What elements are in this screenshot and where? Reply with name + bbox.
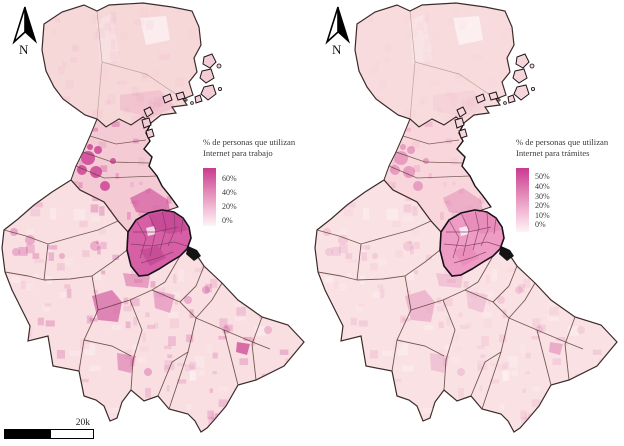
legend-trabajo: % de personas que utilizan Internet para… [203, 137, 309, 227]
legend-gradient-bar [516, 168, 529, 233]
legend-label: 0% [222, 216, 233, 226]
legend-label: 30% [535, 191, 550, 201]
caba-texture [130, 210, 188, 266]
delta-island [488, 91, 499, 101]
scale-bar: 20k [4, 418, 94, 439]
map-svg-trabajo [1, 2, 305, 433]
delta-island [162, 93, 173, 104]
choropleth-map-trabajo [1, 2, 305, 433]
choropleth-map-tramites [313, 0, 624, 446]
legend-label: 40% [222, 188, 237, 198]
delta-island [202, 53, 217, 69]
delta-islet [190, 101, 194, 105]
legend-title-line1: % de personas que utilizan [203, 137, 296, 147]
delta-island [475, 93, 486, 104]
legend-label: 40% [535, 181, 550, 191]
legend-gradient-bar [203, 168, 216, 227]
delta-island [143, 106, 154, 118]
delta-island [194, 94, 203, 104]
north-label: N [332, 42, 342, 56]
caba-port-blob [186, 246, 201, 261]
delta-islet [217, 87, 222, 92]
map-panel-tramites: N % de personas que utilizan Internet pa… [313, 0, 624, 446]
legend-title-line2: Internet para trámites [516, 148, 590, 159]
legend-label: 20% [535, 201, 550, 211]
map-panel-trabajo: N % de personas que utilizan Internet pa… [1, 2, 309, 439]
delta-island [513, 84, 530, 101]
legend-title-line2: Internet para trabajo [203, 148, 273, 159]
north-arrow: N [12, 6, 38, 56]
legend-title: % de personas que utilizan Internet para… [516, 137, 622, 159]
legend-scale-labels: 50% 40% 30% 20% 10% 0% [535, 168, 550, 229]
delta-island [454, 117, 465, 129]
delta-island [141, 117, 152, 129]
legend-scale-labels: 60% 40% 20% 0% [222, 168, 237, 225]
legend-label: 20% [222, 202, 237, 212]
delta-islet [497, 98, 501, 102]
delta-islet [530, 87, 535, 92]
north-arrow: N [325, 6, 351, 56]
delta-islet [216, 63, 222, 69]
delta-island [145, 128, 155, 139]
north-texture [409, 10, 497, 120]
delta-island [456, 106, 467, 118]
delta-island [200, 84, 217, 101]
scale-bar-graphic [4, 429, 94, 439]
delta-island [199, 68, 215, 84]
delta-island [515, 53, 530, 69]
legend-tramites: % de personas que utilizan Internet para… [516, 137, 622, 233]
delta-islet [503, 101, 507, 105]
delta-islet [529, 63, 535, 69]
north-label: N [19, 42, 29, 56]
caba-texture [443, 210, 501, 266]
north-texture [54, 10, 192, 126]
delta-island [507, 94, 516, 104]
legend-title-line1: % de personas que utilizan [516, 137, 609, 147]
caba-port-blob [499, 246, 514, 261]
map-svg-tramites [314, 2, 618, 433]
delta-islet [184, 98, 188, 102]
delta-island [512, 68, 528, 84]
legend-label: 60% [222, 174, 237, 184]
legend-label: 10% [535, 210, 550, 220]
delta-island [458, 128, 468, 139]
legend-label: 0% [535, 220, 546, 230]
delta-island [175, 91, 186, 101]
legend-label: 50% [535, 172, 550, 182]
scale-bar-label: 20k [75, 418, 90, 428]
legend-title: % de personas que utilizan Internet para… [203, 137, 309, 159]
